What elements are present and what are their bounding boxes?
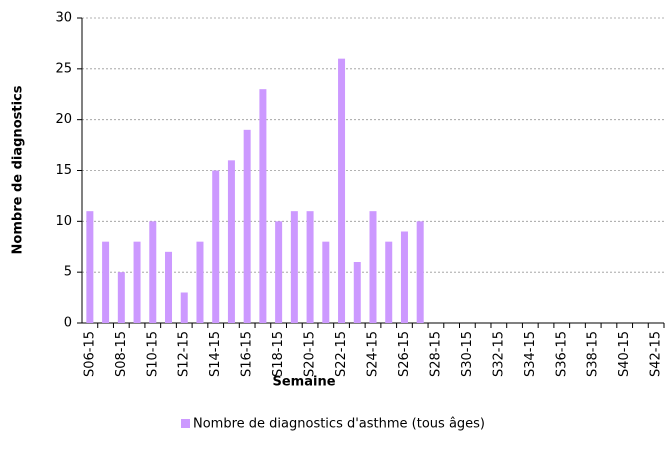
y-tick-label: 10 — [55, 214, 72, 229]
y-tick-label: 25 — [55, 61, 72, 76]
y-tick-label: 0 — [64, 316, 72, 331]
bar — [102, 241, 110, 323]
bar — [322, 241, 330, 323]
y-tick-label: 5 — [64, 265, 72, 280]
bar — [180, 292, 188, 323]
bar — [385, 241, 393, 323]
bar — [117, 272, 125, 323]
bar — [338, 58, 346, 324]
bar — [275, 221, 283, 323]
x-tick-label: S06-15 — [82, 331, 97, 377]
x-tick-label: S38-15 — [586, 331, 601, 377]
x-tick-label: S26-15 — [397, 331, 412, 377]
x-axis-title: Semaine — [272, 375, 335, 390]
x-tick-label: S28-15 — [428, 331, 443, 377]
x-tick-label: S16-15 — [240, 331, 255, 377]
x-tick-label: S10-15 — [145, 331, 160, 377]
x-tick-label: S14-15 — [208, 331, 223, 377]
x-tick-label: S12-15 — [177, 331, 192, 377]
x-tick-label: S32-15 — [491, 331, 506, 377]
x-tick-label: S18-15 — [271, 331, 286, 377]
bar — [416, 221, 424, 323]
x-tick-label: S24-15 — [366, 331, 381, 377]
x-tick-label: S20-15 — [303, 331, 318, 377]
bar — [212, 170, 220, 323]
bar — [369, 211, 377, 323]
x-tick-label: S08-15 — [114, 331, 129, 377]
legend-label: Nombre de diagnostics d'asthme (tous âge… — [193, 417, 485, 432]
legend-swatch — [181, 419, 190, 428]
y-tick-label: 20 — [55, 112, 72, 127]
bar — [86, 211, 94, 323]
bar — [165, 251, 173, 323]
x-tick-label: S36-15 — [554, 331, 569, 377]
bar — [243, 129, 251, 323]
bar — [353, 262, 361, 323]
bar — [290, 211, 298, 323]
bar — [259, 89, 267, 324]
x-tick-label: S34-15 — [523, 331, 538, 377]
y-tick-label: 15 — [55, 163, 72, 178]
x-tick-label: S22-15 — [334, 331, 349, 377]
x-tick-label: S30-15 — [460, 331, 475, 377]
bar — [196, 241, 204, 323]
bar — [306, 211, 314, 323]
x-tick-label: S42-15 — [649, 331, 664, 377]
x-tick-label: S40-15 — [617, 331, 632, 377]
y-tick-label: 30 — [55, 11, 72, 26]
y-axis-title: Nombre de diagnostics — [11, 85, 26, 254]
bar — [133, 241, 141, 323]
bar — [227, 160, 235, 323]
bar — [400, 231, 408, 323]
bar — [149, 221, 157, 323]
